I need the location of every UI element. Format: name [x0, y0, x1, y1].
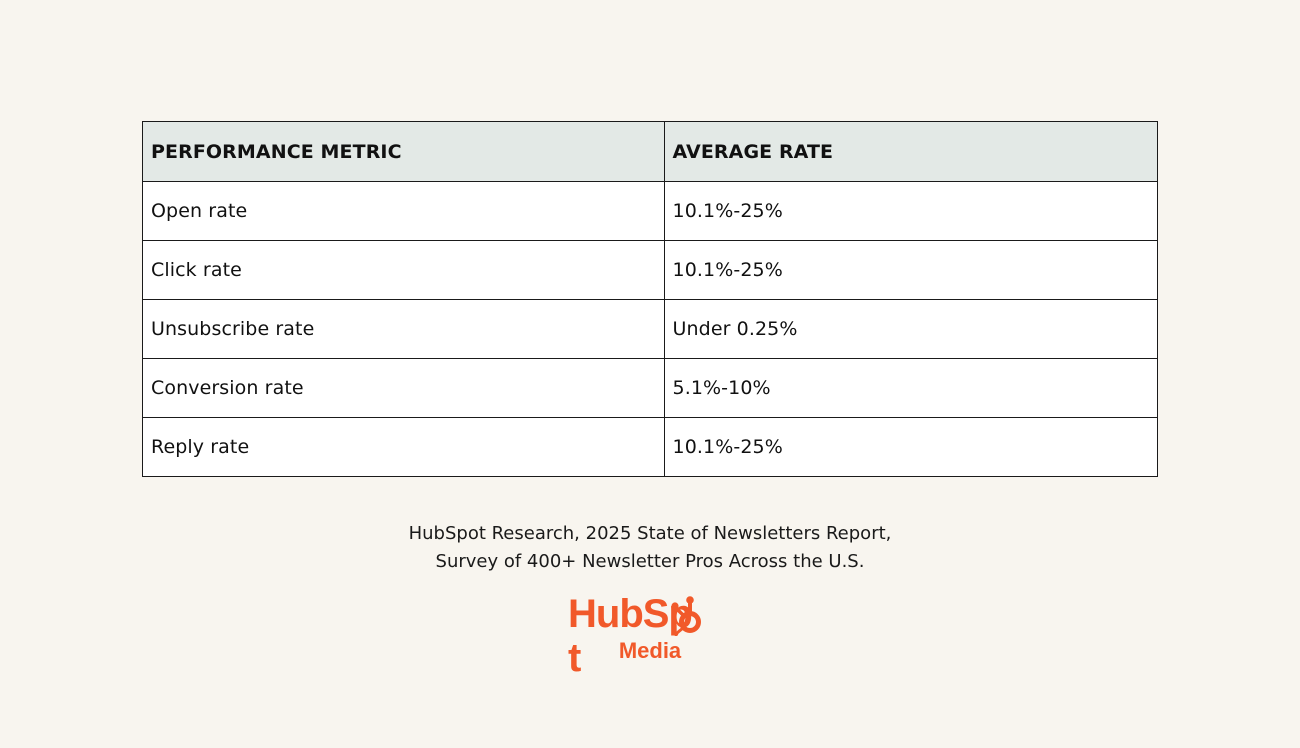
metric-cell: Unsubscribe rate	[142, 299, 665, 359]
metric-cell: Reply rate	[142, 417, 665, 477]
logo-word-left: HubSp	[568, 592, 693, 636]
table-row: Open rate 10.1%-25%	[142, 181, 1159, 241]
rate-cell: 10.1%-25%	[663, 417, 1159, 477]
table-row: Click rate 10.1%-25%	[142, 240, 1159, 300]
source-caption: HubSpot Research, 2025 State of Newslett…	[0, 520, 1300, 576]
table-row: Conversion rate 5.1%-10%	[142, 358, 1159, 418]
hubspot-media-logo: HubSpt Media	[568, 592, 732, 680]
rate-cell: 5.1%-10%	[663, 358, 1159, 418]
metric-cell: Click rate	[142, 240, 665, 300]
column-header-rate: AVERAGE RATE	[663, 121, 1159, 182]
rate-cell: Under 0.25%	[663, 299, 1159, 359]
performance-metrics-table: PERFORMANCE METRIC AVERAGE RATE Open rat…	[142, 121, 1159, 477]
metric-cell: Open rate	[142, 181, 665, 241]
sprocket-icon	[671, 596, 701, 636]
table-row: Reply rate 10.1%-25%	[142, 417, 1159, 477]
column-header-metric: PERFORMANCE METRIC	[142, 121, 665, 182]
rate-cell: 10.1%-25%	[663, 181, 1159, 241]
table-header-row: PERFORMANCE METRIC AVERAGE RATE	[142, 121, 1159, 182]
logo-word-right: t	[568, 636, 581, 680]
table-row: Unsubscribe rate Under 0.25%	[142, 299, 1159, 359]
logo-wordmark: HubSpt	[568, 592, 732, 680]
rate-cell: 10.1%-25%	[663, 240, 1159, 300]
caption-line-2: Survey of 400+ Newsletter Pros Across th…	[435, 551, 865, 572]
metric-cell: Conversion rate	[142, 358, 665, 418]
logo-subtitle: Media	[618, 638, 682, 663]
caption-line-1: HubSpot Research, 2025 State of Newslett…	[408, 523, 892, 544]
